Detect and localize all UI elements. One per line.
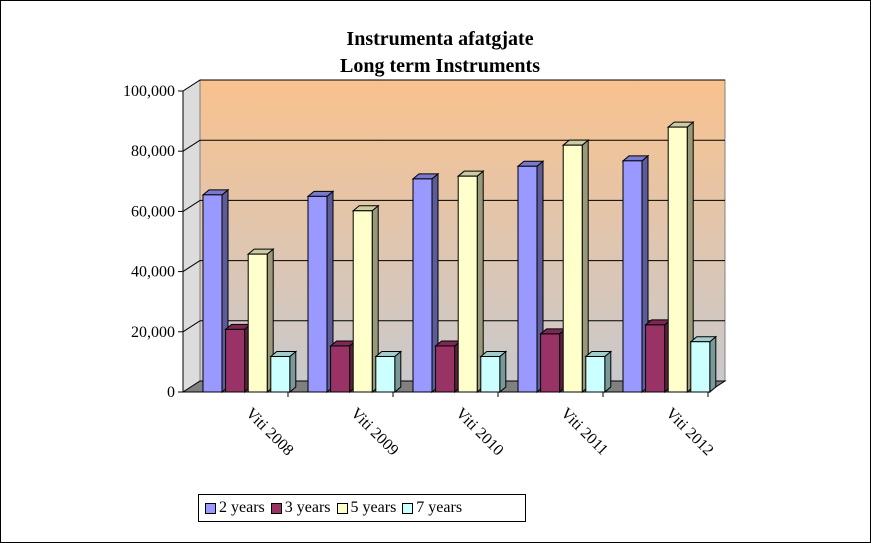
bar-front — [225, 328, 246, 393]
bar-3-years-Viti-2009 — [329, 339, 357, 394]
bar-side — [289, 350, 297, 394]
y-tick-label: 20,000 — [131, 324, 175, 341]
bar-2-years-Viti-2008 — [201, 188, 230, 394]
bar-5-years-Viti-2012 — [666, 121, 695, 394]
y-tick-label: 0 — [167, 384, 175, 401]
y-tick-label: 40,000 — [131, 264, 175, 281]
legend-swatch — [205, 502, 216, 514]
bar-7-years-Viti-2011 — [584, 350, 613, 394]
side-wall — [182, 79, 201, 393]
x-category-label: Viti 2011 — [557, 405, 611, 459]
gridline-side — [182, 79, 201, 92]
bar-3-years-Viti-2010 — [434, 339, 462, 394]
bar-3-years-Viti-2008 — [224, 323, 252, 394]
bar-5-years-Viti-2008 — [246, 248, 275, 394]
bar-2-years-Viti-2010 — [411, 172, 440, 394]
bar-front — [330, 345, 351, 393]
legend-label: 5 years — [350, 499, 397, 516]
bar-front — [690, 341, 711, 393]
bar-front — [435, 345, 456, 393]
bar-front — [517, 165, 538, 393]
bar-2-years-Viti-2011 — [516, 160, 545, 394]
bar-front — [202, 194, 223, 393]
x-category-label: Viti 2008 — [242, 405, 296, 459]
chart-title-line-1: Instrumenta afatgjate — [346, 28, 533, 50]
bar-3-years-Viti-2012 — [644, 318, 672, 394]
legend-item: 3 years — [270, 499, 331, 517]
bar-5-years-Viti-2009 — [351, 204, 380, 394]
bar-front — [480, 355, 501, 393]
bar-front — [457, 175, 478, 393]
legend-label: 2 years — [219, 499, 265, 516]
bar-7-years-Viti-2010 — [479, 350, 508, 394]
chart-title-line-2: Long term Instruments — [340, 55, 540, 77]
bar-front — [352, 210, 373, 393]
bar-5-years-Viti-2011 — [561, 139, 590, 394]
legend-item: 7 years — [402, 499, 462, 517]
bar-7-years-Viti-2009 — [374, 350, 403, 394]
legend: 2 years 3 years 5 years 7 years — [198, 494, 526, 522]
legend-swatch — [402, 502, 414, 514]
bar-side — [581, 139, 589, 394]
bar-front — [622, 160, 643, 393]
bar-front — [667, 126, 688, 393]
bar-front — [307, 195, 328, 393]
bar-front — [540, 333, 561, 393]
gridline-side — [182, 139, 201, 152]
gridline-side — [182, 320, 201, 333]
legend-item: 5 years — [336, 499, 397, 517]
bar-side — [604, 350, 612, 394]
x-category-label: Viti 2010 — [452, 405, 506, 459]
bar-front — [562, 144, 583, 393]
legend-item: 2 years — [205, 499, 265, 517]
bar-7-years-Viti-2012 — [689, 335, 718, 394]
bar-front — [375, 355, 396, 393]
gridline-side — [182, 199, 201, 212]
legend-swatch — [270, 502, 282, 514]
bar-front — [270, 355, 291, 393]
y-tick-label: 100,000 — [123, 83, 175, 100]
bar-side — [394, 350, 402, 394]
bar-3-years-Viti-2011 — [539, 327, 567, 394]
y-tick-label: 80,000 — [131, 143, 175, 160]
bar-side — [709, 335, 717, 394]
bar-front — [585, 355, 606, 393]
bar-side — [499, 350, 507, 394]
bar-2-years-Viti-2012 — [621, 154, 650, 394]
x-category-label: Viti 2012 — [662, 405, 716, 459]
x-category-label: Viti 2009 — [347, 405, 401, 459]
bar-front — [247, 253, 268, 393]
bar-2-years-Viti-2009 — [306, 190, 335, 394]
bar-front — [412, 178, 433, 393]
plot-area: 0 20,000 40,000 60,000 80,000 100,000 Viti 200… — [123, 79, 727, 459]
gridline-side — [182, 260, 201, 273]
bar-7-years-Viti-2008 — [269, 350, 298, 394]
legend-label: 7 years — [416, 499, 463, 516]
bar-5-years-Viti-2010 — [456, 170, 485, 394]
legend-swatch — [336, 502, 348, 514]
bar-front — [645, 324, 666, 393]
y-tick-label: 60,000 — [131, 203, 175, 220]
legend-label: 3 years — [284, 499, 331, 516]
